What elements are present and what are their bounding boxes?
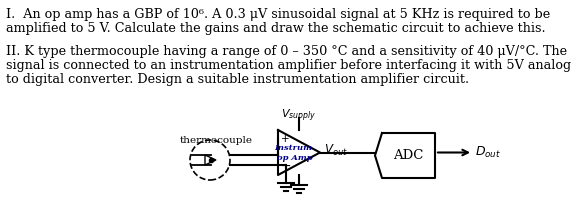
Text: amplified to 5 V. Calculate the gains and draw the schematic circuit to achieve : amplified to 5 V. Calculate the gains an… [6,22,545,35]
Text: $V_{supply}$: $V_{supply}$ [281,108,317,124]
Text: $V_{out}$: $V_{out}$ [324,143,347,158]
Text: thermocouple: thermocouple [180,136,253,145]
Text: +: + [281,134,290,144]
Text: $D_{out}$: $D_{out}$ [475,145,501,160]
Text: −: − [281,160,291,173]
Text: ADC: ADC [393,149,423,162]
Text: II. K type thermocouple having a range of 0 – 350 °C and a sensitivity of 40 μV/: II. K type thermocouple having a range o… [6,45,567,58]
Text: to digital converter. Design a suitable instrumentation amplifier circuit.: to digital converter. Design a suitable … [6,73,469,86]
Text: op Amp: op Amp [277,154,313,162]
Text: Instrum.: Instrum. [274,143,315,152]
Text: signal is connected to an instrumentation amplifier before interfacing it with 5: signal is connected to an instrumentatio… [6,59,571,72]
Text: I.  An op amp has a GBP of 10⁶. A 0.3 μV sinusoidal signal at 5 KHz is required : I. An op amp has a GBP of 10⁶. A 0.3 μV … [6,8,550,21]
